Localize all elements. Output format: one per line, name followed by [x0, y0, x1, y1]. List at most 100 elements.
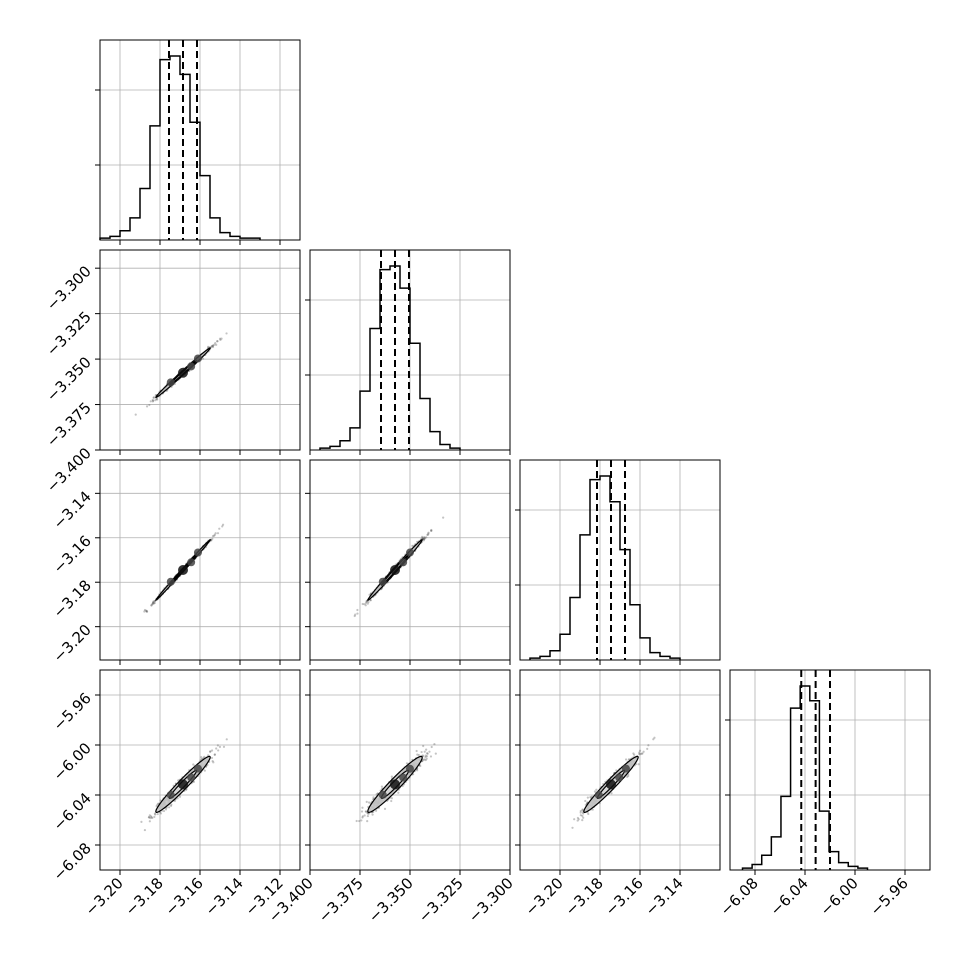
density-core-2-0-0: [166, 577, 175, 586]
histogram-panel-2: [515, 459, 721, 661]
sample-point-2-1-594: [426, 533, 430, 536]
sample-point-3-0-312: [211, 760, 214, 763]
sample-point-3-0-499: [192, 763, 195, 766]
sample-point-1-0-312: [210, 344, 214, 348]
sample-point-2-1-654: [416, 540, 419, 543]
sample-point-3-1-446: [419, 764, 422, 768]
sample-point-3-1-183: [420, 750, 423, 754]
sample-point-2-0-581: [218, 527, 221, 530]
sample-point-2-1-133: [423, 535, 426, 539]
sample-point-3-1-177: [430, 745, 433, 749]
xtick-label-0-0: −3.20: [82, 874, 127, 919]
density-core-3-0-0: [166, 790, 175, 799]
sample-point-3-2-580: [581, 809, 584, 812]
sample-point-3-1-337: [367, 812, 370, 815]
sample-point-3-0-487: [143, 828, 147, 832]
density-core-2-1-2: [399, 558, 408, 567]
sample-point-3-0-688: [200, 757, 203, 761]
sample-point-3-2-153: [591, 808, 594, 811]
density-core-3-2-3: [621, 764, 630, 773]
sample-point-3-0-351: [148, 814, 151, 817]
sample-point-3-0-610: [217, 749, 220, 752]
sample-point-3-0-349: [159, 812, 163, 815]
histogram-panel-3: [725, 669, 931, 871]
sample-point-2-1-421: [364, 604, 367, 607]
histogram-2-steps: [529, 475, 681, 660]
xtick-label-0-2: −3.16: [162, 874, 207, 919]
sample-point-3-1-382: [361, 806, 364, 809]
sample-point-2-1-269: [425, 536, 428, 539]
xtick-label-1-4: −3.300: [465, 874, 517, 926]
sample-point-3-0-611: [215, 747, 218, 750]
sample-point-3-2-348: [582, 816, 585, 819]
density-core-3-1-1: [390, 779, 400, 790]
sample-point-3-0-233: [210, 756, 214, 760]
sample-point-2-1-235: [423, 538, 426, 541]
sample-point-3-0-492: [156, 812, 159, 816]
sample-point-2-0-440: [151, 602, 154, 605]
histogram-panel-1: [305, 249, 511, 451]
sample-point-3-1-299: [424, 754, 427, 757]
density-core-1-0-1: [178, 367, 188, 378]
density-core-3-0-3: [193, 764, 202, 773]
sample-point-3-2-542: [589, 796, 592, 799]
sample-point-1-0-25: [145, 405, 149, 408]
sample-point-3-2-345: [581, 808, 584, 811]
sample-point-2-0-400: [151, 601, 155, 605]
scatter-inner-2-0: [143, 523, 225, 613]
panel-frame-3-2: [519, 669, 721, 871]
sample-point-1-0-14: [152, 399, 155, 402]
sample-point-3-1-673: [375, 793, 378, 796]
sample-point-3-2-24: [579, 809, 582, 813]
sample-point-2-1-80: [430, 529, 433, 533]
sample-point-3-0-1: [210, 749, 214, 752]
sample-point-3-0-212: [147, 816, 151, 819]
sample-point-3-1-136: [423, 750, 426, 753]
sample-point-3-2-466: [584, 799, 587, 803]
scatter-inner-1-0: [134, 332, 228, 416]
sample-point-3-0-204: [156, 803, 159, 806]
sample-point-3-0-530: [153, 812, 157, 815]
sample-point-2-1-87: [423, 537, 426, 540]
sample-point-3-1-641: [422, 758, 425, 761]
sample-point-3-2-134: [638, 751, 641, 754]
sample-point-3-1-170: [416, 769, 419, 772]
sample-point-2-1-688: [422, 539, 425, 542]
sample-point-1-0-1: [220, 337, 223, 340]
sample-point-2-0-52: [214, 532, 217, 535]
sample-point-2-0-646: [153, 601, 156, 605]
sample-point-3-0-541: [209, 750, 212, 753]
sample-point-3-0-547: [151, 816, 154, 820]
sample-point-3-2-413: [638, 749, 642, 752]
sample-point-3-0-110: [203, 769, 206, 772]
sample-point-2-1-150: [426, 533, 429, 536]
sample-point-3-0-588: [200, 756, 203, 759]
xtick-label-1-1: −3.375: [315, 874, 367, 926]
sample-point-3-0-401: [225, 738, 228, 741]
sample-point-3-1-190: [417, 753, 421, 757]
ytick-label-1-0: −3.300: [43, 262, 95, 314]
sample-point-3-0-61: [157, 802, 160, 805]
sample-point-3-2-486: [624, 758, 628, 761]
sample-point-2-1-582: [356, 608, 359, 612]
sample-point-1-0-185: [156, 398, 159, 401]
density-core-3-1-0: [378, 790, 387, 799]
sample-point-1-0-408: [215, 343, 218, 346]
sample-point-3-1-591: [415, 749, 418, 753]
sample-point-2-0-62: [213, 534, 216, 537]
sample-point-3-1-286: [361, 815, 364, 818]
sample-point-2-0-312: [152, 601, 155, 604]
sample-point-3-1-37: [360, 810, 364, 813]
sample-point-2-1-20: [422, 538, 426, 541]
sample-point-3-1-495: [416, 753, 419, 756]
sample-point-2-1-531: [367, 600, 370, 604]
ytick-label-3-2: −6.04: [50, 789, 95, 834]
sample-point-1-0-602: [225, 332, 228, 335]
ytick-label-2-2: −3.18: [50, 576, 95, 621]
sample-point-1-0-444: [134, 413, 137, 416]
sample-point-3-2-692: [639, 753, 642, 756]
ytick-label-1-2: −3.350: [43, 353, 95, 405]
sample-point-3-1-248: [365, 800, 368, 804]
sample-point-2-0-122: [145, 610, 148, 613]
scatter-inner-2-1: [353, 516, 445, 618]
